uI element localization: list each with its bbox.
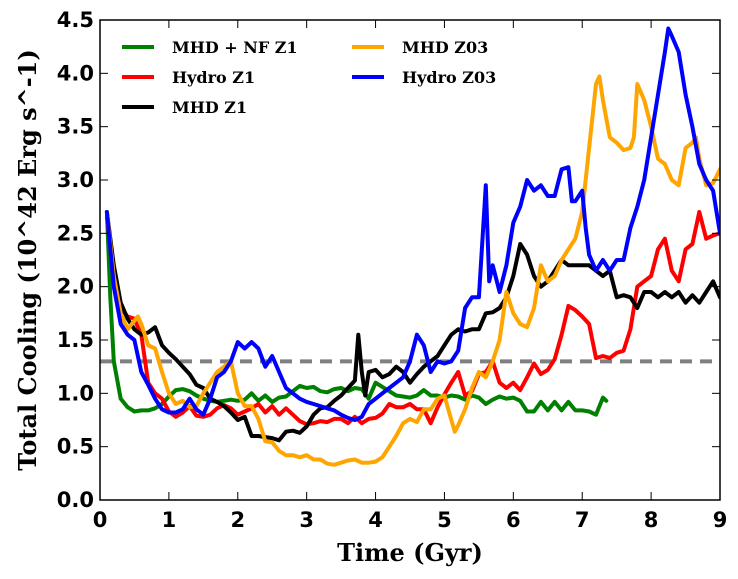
y-tick-label: 4.5 <box>57 8 94 32</box>
series-line-1 <box>104 210 720 427</box>
plot-frame <box>99 19 721 501</box>
series-layer <box>104 26 720 467</box>
y-tick-label: 4.0 <box>57 61 94 85</box>
x-tick-label: 4 <box>368 508 383 532</box>
y-tick-label: 0.5 <box>57 435 94 459</box>
y-tick-label: 1.0 <box>57 381 94 405</box>
tick-layer: 0 1 2 3 4 5 6 7 8 9 0.0 0.5 1.0 1.5 2.0 2.5 3.0 3.5 4.0 4.5 <box>57 8 728 532</box>
legend: MHD + NF Z1 Hydro Z1 MHD Z1 MHD Z03 Hydro Z0… <box>122 38 496 117</box>
series-line-4 <box>104 26 720 422</box>
y-tick-label: 2.5 <box>57 221 94 245</box>
x-tick-label: 2 <box>230 508 245 532</box>
y-tick-label: 2.0 <box>57 275 94 299</box>
legend-label: MHD Z1 <box>172 98 247 117</box>
series-line-0 <box>104 210 609 417</box>
plot-background <box>100 20 720 500</box>
y-tick-label: 3.0 <box>57 168 94 192</box>
x-axis-title: Time (Gyr) <box>337 538 483 567</box>
x-tick-label: 6 <box>506 508 521 532</box>
legend-label: MHD Z03 <box>402 38 488 57</box>
y-axis-title: Total Cooling (10^42 Erg s^-1) <box>13 49 42 471</box>
legend-label: MHD + NF Z1 <box>172 38 298 57</box>
x-tick-label: 1 <box>162 508 177 532</box>
x-tick-label: 8 <box>644 508 659 532</box>
y-tick-label: 1.5 <box>57 328 94 352</box>
x-tick-label: 5 <box>437 508 452 532</box>
x-tick-label: 7 <box>575 508 590 532</box>
x-tick-label: 3 <box>299 508 314 532</box>
legend-label: Hydro Z03 <box>402 68 496 87</box>
y-tick-label: 3.5 <box>57 115 94 139</box>
series-line-3 <box>104 74 720 467</box>
x-tick-label: 0 <box>93 508 108 532</box>
y-tick-label: 0.0 <box>57 488 94 512</box>
x-tick-label: 9 <box>713 508 728 532</box>
legend-label: Hydro Z1 <box>172 68 255 87</box>
